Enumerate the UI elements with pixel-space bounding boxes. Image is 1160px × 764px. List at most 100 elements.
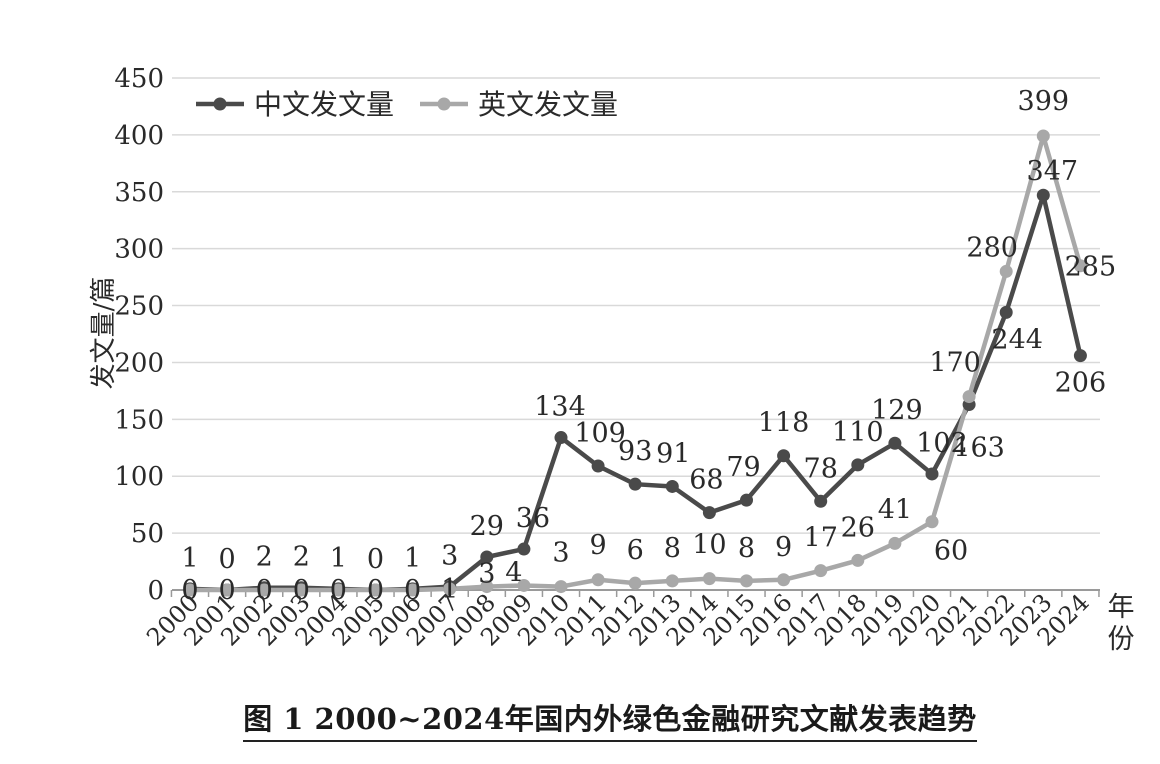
data-point: [443, 582, 457, 596]
data-point: [480, 580, 494, 594]
data-label: 91: [656, 438, 690, 469]
y-tick-label: 300: [114, 235, 164, 265]
data-point: [925, 515, 939, 529]
data-label: 163: [953, 433, 1005, 464]
data-label: 0: [330, 575, 347, 606]
data-point: [591, 573, 605, 587]
series-lines: [183, 129, 1087, 597]
data-point: [702, 506, 716, 520]
figure-caption: 图 1 2000~2024年国内外绿色金融研究文献发表趋势: [0, 696, 1160, 742]
data-point: [628, 576, 642, 590]
data-label: 109: [574, 418, 626, 449]
data-point: [888, 536, 902, 550]
y-tick-label: 250: [114, 292, 164, 322]
data-label: 3: [441, 541, 458, 572]
y-tick-label: 150: [114, 405, 164, 435]
data-label: 9: [590, 530, 607, 561]
data-label: 60: [934, 536, 968, 567]
data-label: 8: [738, 533, 755, 564]
data-point: [331, 583, 345, 597]
data-point: [554, 580, 568, 594]
legend-label: 英文发文量: [478, 88, 618, 121]
data-label: 9: [775, 532, 792, 563]
data-point: [999, 264, 1013, 278]
figure-caption-text: 图 1 2000~2024年国内外绿色金融研究文献发表趋势: [243, 696, 977, 742]
data-point: [1036, 188, 1050, 202]
data-point: [740, 493, 753, 507]
data-label: 280: [966, 232, 1018, 263]
data-point: [480, 550, 494, 564]
data-label: 129: [871, 395, 923, 426]
data-point: [591, 459, 605, 473]
y-tick-label: 200: [114, 348, 164, 378]
data-label: 1: [181, 543, 198, 574]
data-point: [517, 578, 531, 592]
data-label: 0: [181, 575, 198, 606]
data-label: 1: [330, 543, 347, 574]
legend: 中文发文量 英文发文量: [196, 88, 618, 121]
data-label: 134: [534, 392, 586, 423]
data-label: 170: [929, 348, 981, 379]
data-label: 0: [293, 575, 310, 606]
data-label: 68: [689, 465, 723, 496]
data-point: [777, 449, 791, 463]
data-label: 399: [1018, 86, 1070, 117]
data-point: [999, 305, 1013, 319]
data-label: 206: [1055, 368, 1107, 399]
data-point: [814, 564, 828, 578]
data-label: 29: [470, 511, 504, 542]
data-point: [183, 583, 197, 597]
data-point: [702, 572, 716, 586]
data-label: 3: [478, 559, 495, 590]
line-chart: 0501001502002503003504004502000200120022…: [89, 64, 1135, 655]
data-label: 0: [219, 575, 236, 606]
data-label: 17: [804, 523, 838, 554]
data-label: 1: [404, 543, 421, 574]
legend-swatch-marker: [437, 97, 451, 111]
series-line-chinese: [187, 192, 1083, 593]
data-label: 26: [841, 512, 875, 543]
data-label: 110: [832, 417, 884, 448]
data-label: 0: [367, 544, 384, 575]
data-label: 8: [664, 533, 681, 564]
data-point: [665, 574, 679, 588]
data-point: [1073, 259, 1087, 273]
data-point: [851, 553, 865, 567]
x-axis-title: 年份: [1108, 592, 1135, 655]
data-point: [888, 436, 902, 450]
data-label: 93: [618, 436, 652, 467]
data-point: [962, 390, 976, 404]
x-axis-title-char: 份: [1108, 624, 1135, 655]
data-label: 1: [441, 574, 458, 605]
legend-label: 中文发文量: [254, 88, 394, 121]
gridlines: [172, 77, 1100, 534]
data-label: 6: [627, 535, 644, 566]
data-label: 10: [692, 530, 726, 561]
data-point: [294, 583, 308, 597]
data-label: 36: [516, 503, 550, 534]
data-point: [814, 494, 828, 508]
data-label: 2: [293, 542, 310, 573]
y-tick-label: 50: [131, 519, 164, 549]
data-point: [369, 583, 382, 597]
y-tick-label: 100: [114, 462, 164, 492]
data-label: 0: [404, 575, 421, 606]
data-point: [628, 477, 642, 491]
y-axis-title: 发文量/篇: [89, 277, 119, 390]
data-label: 244: [991, 324, 1043, 355]
data-point: [257, 583, 271, 597]
data-label: 118: [758, 408, 810, 439]
data-label: 78: [804, 453, 838, 484]
data-label: 0: [367, 575, 384, 606]
data-label: 0: [256, 575, 273, 606]
data-label: 79: [726, 452, 760, 483]
data-point: [1036, 129, 1050, 143]
y-tick-label: 450: [114, 64, 164, 94]
legend-swatch-marker: [213, 97, 227, 111]
x-axis-title-char: 年: [1108, 592, 1135, 623]
data-point: [1073, 349, 1087, 363]
data-label: 102: [916, 428, 968, 459]
data-point: [740, 574, 753, 588]
data-point: [851, 458, 865, 472]
